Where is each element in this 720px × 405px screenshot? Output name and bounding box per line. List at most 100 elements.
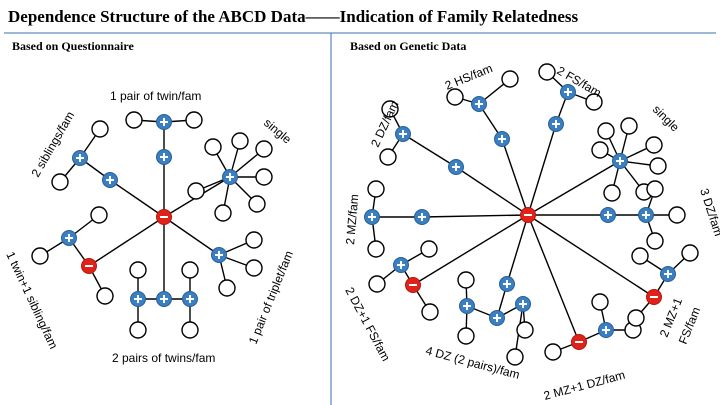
open-node <box>125 111 143 129</box>
open-node <box>446 88 464 106</box>
open-node <box>381 100 399 118</box>
open-node <box>585 93 603 111</box>
open-node <box>51 173 69 191</box>
edge <box>412 214 529 286</box>
edge <box>109 179 165 218</box>
label-twin-pair: 1 pair of twin/fam <box>110 89 201 103</box>
plus-node <box>660 266 676 282</box>
open-node <box>187 182 205 200</box>
open-node <box>231 132 249 150</box>
label-four-dz: 4 DZ (2 pairs)/fam <box>424 343 521 382</box>
plus-node <box>156 114 172 130</box>
open-node <box>96 287 114 305</box>
plus-node <box>560 84 576 100</box>
open-node <box>368 275 386 293</box>
plus-node <box>459 298 475 314</box>
label-two-pairs-twins: 2 pairs of twins/fam <box>112 351 215 365</box>
edge <box>527 214 655 298</box>
plus-node <box>393 257 409 273</box>
minus-node <box>520 207 536 223</box>
plus-node <box>600 207 616 223</box>
plus-node <box>130 291 146 307</box>
open-node <box>646 232 664 250</box>
edge <box>527 214 580 343</box>
open-node <box>181 321 199 339</box>
plus-node <box>156 291 172 307</box>
plus-node <box>612 153 628 169</box>
open-node <box>379 148 397 166</box>
label-hs: 2 HS/fam <box>443 61 495 93</box>
open-node <box>646 180 664 198</box>
open-node <box>90 206 108 224</box>
open-node <box>420 240 438 258</box>
open-node <box>649 157 667 175</box>
open-node <box>620 117 638 135</box>
open-node <box>129 321 147 339</box>
open-node <box>645 136 663 154</box>
label-twin-sibling: 1 twin+1 sibling/fam <box>3 249 60 351</box>
open-node <box>501 70 519 88</box>
plus-node <box>494 131 510 147</box>
plus-node <box>182 291 198 307</box>
plus-node <box>598 322 614 338</box>
label-dz-fs: 2 DZ+1 FS/fam <box>342 285 393 364</box>
plus-node <box>414 209 430 225</box>
label-dz: 2 DZ/fam <box>368 99 402 150</box>
open-node <box>627 309 645 327</box>
open-node <box>129 261 147 279</box>
diagram-title: Dependence Structure of the ABCD Data——I… <box>8 7 578 26</box>
nodes-layer <box>31 63 699 366</box>
minus-node <box>156 209 172 225</box>
edge <box>421 214 529 218</box>
left-panel-heading: Based on Questionnaire <box>12 39 134 53</box>
edge <box>402 133 457 168</box>
open-node <box>631 247 649 265</box>
open-node <box>367 240 385 258</box>
right-panel-heading: Based on Genetic Data <box>350 39 466 53</box>
open-node <box>214 204 232 222</box>
plus-node <box>222 169 238 185</box>
label-mz: 2 MZ/fam <box>343 194 361 246</box>
label-mz-dz: 2 MZ+1 DZ/fam <box>542 368 626 403</box>
label-three-dz: 3 DZ/fam <box>697 187 720 238</box>
open-node <box>181 261 199 279</box>
open-node <box>91 120 109 138</box>
minus-node <box>81 258 97 274</box>
plus-node <box>395 126 411 142</box>
edge <box>163 216 220 256</box>
open-node <box>255 168 273 186</box>
minus-node <box>571 334 587 350</box>
open-node <box>185 111 203 129</box>
plus-node <box>515 296 531 312</box>
plus-node <box>211 247 227 263</box>
open-node <box>516 321 534 339</box>
open-node <box>31 247 49 265</box>
edge <box>455 166 529 216</box>
open-node <box>457 327 475 345</box>
open-node <box>591 141 609 159</box>
open-node <box>457 271 475 289</box>
plus-node <box>638 207 654 223</box>
plus-node <box>72 150 88 166</box>
open-node <box>421 303 439 321</box>
open-node <box>544 343 562 361</box>
plus-node <box>499 276 515 292</box>
label-siblings: 2 siblings/fam <box>28 109 77 180</box>
open-node <box>681 244 699 262</box>
open-node <box>255 140 273 158</box>
plus-node <box>471 96 487 112</box>
plus-node <box>102 172 118 188</box>
plus-node <box>364 209 380 225</box>
open-node <box>506 348 524 366</box>
edge <box>527 160 621 216</box>
open-node <box>204 138 222 156</box>
open-node <box>538 63 556 81</box>
open-node <box>668 206 686 224</box>
open-node <box>367 180 385 198</box>
minus-node <box>646 289 662 305</box>
edge <box>88 216 165 267</box>
plus-node <box>548 116 564 132</box>
plus-node <box>156 149 172 165</box>
open-node <box>245 259 263 277</box>
